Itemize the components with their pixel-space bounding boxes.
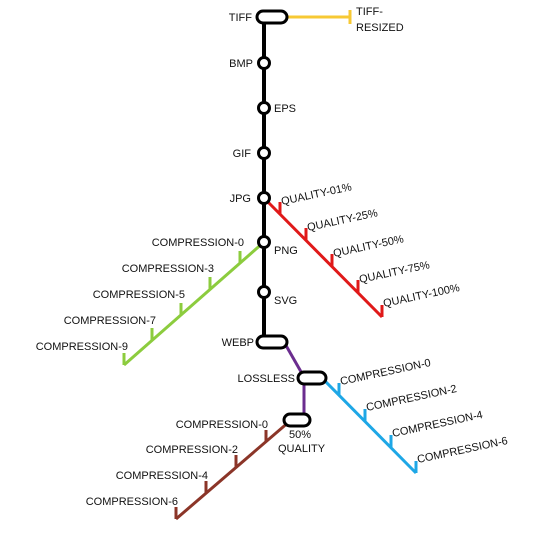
jpg-label-quality-50: QUALITY-50% xyxy=(332,233,405,260)
quality-label-compression-4: COMPRESSION-4 xyxy=(116,470,208,482)
station-label-quality-line1: 50% xyxy=(289,429,311,441)
quality-branch: COMPRESSION-0 COMPRESSION-2 COMPRESSION-… xyxy=(86,419,291,521)
station-tiff-interchange[interactable] xyxy=(255,9,289,25)
station-label-tiff: TIFF xyxy=(229,12,252,24)
jpg-label-quality-100: QUALITY-100% xyxy=(382,282,461,310)
station-label-eps: EPS xyxy=(274,103,296,115)
png-label-compression-7: COMPRESSION-7 xyxy=(64,315,156,327)
png-label-compression-9: COMPRESSION-9 xyxy=(36,341,128,353)
jpg-label-quality-75: QUALITY-75% xyxy=(358,259,431,286)
station-svg[interactable] xyxy=(257,285,271,299)
station-quality-interchange[interactable] xyxy=(282,412,312,428)
station-labels: TIFF BMP EPS GIF JPG PNG SVG WEBP LOSSLE… xyxy=(222,12,326,455)
lossless-label-compression-6: COMPRESSION-6 xyxy=(416,435,509,466)
quality-label-compression-6: COMPRESSION-6 xyxy=(86,496,178,508)
station-label-lossless: LOSSLESS xyxy=(238,373,295,385)
station-gif[interactable] xyxy=(257,146,271,160)
station-png[interactable] xyxy=(257,235,271,249)
lossless-branch: COMPRESSION-0 COMPRESSION-2 COMPRESSION-… xyxy=(320,357,509,475)
lossless-label-compression-2: COMPRESSION-2 xyxy=(365,383,458,414)
station-label-png: PNG xyxy=(274,245,298,257)
lossless-label-compression-4: COMPRESSION-4 xyxy=(391,409,484,440)
jpg-label-quality-25: QUALITY-25% xyxy=(306,207,379,234)
png-branch: COMPRESSION-0 COMPRESSION-3 COMPRESSION-… xyxy=(36,237,265,367)
png-label-compression-3: COMPRESSION-3 xyxy=(122,263,214,275)
station-label-quality-line2: QUALITY xyxy=(278,443,326,455)
png-label-compression-0: COMPRESSION-0 xyxy=(152,237,244,249)
station-label-jpg: JPG xyxy=(230,193,251,205)
png-label-compression-5: COMPRESSION-5 xyxy=(93,289,185,301)
tiff-resized-label-line1: TIFF- xyxy=(356,6,383,18)
station-label-bmp: BMP xyxy=(229,58,253,70)
quality-label-compression-2: COMPRESSION-2 xyxy=(146,444,238,456)
tiff-resized-label-line2: RESIZED xyxy=(356,22,404,34)
station-bmp[interactable] xyxy=(257,56,271,70)
jpg-label-quality-01: QUALITY-01% xyxy=(280,181,353,208)
tiff-branch: TIFF- RESIZED xyxy=(285,6,404,34)
quality-branch-line xyxy=(175,419,291,521)
station-eps[interactable] xyxy=(257,101,271,115)
station-label-webp: WEBP xyxy=(222,337,254,349)
webp-branch-line-a xyxy=(282,341,306,378)
station-lossless-interchange[interactable] xyxy=(296,370,328,386)
station-jpg[interactable] xyxy=(257,191,271,205)
station-label-svg: SVG xyxy=(274,295,297,307)
quality-label-compression-0: COMPRESSION-0 xyxy=(176,419,268,431)
station-label-gif: GIF xyxy=(233,148,252,160)
lossless-label-compression-0: COMPRESSION-0 xyxy=(339,357,432,388)
station-webp-interchange[interactable] xyxy=(255,334,289,350)
jpg-branch-line xyxy=(262,196,384,319)
stations xyxy=(255,9,328,428)
